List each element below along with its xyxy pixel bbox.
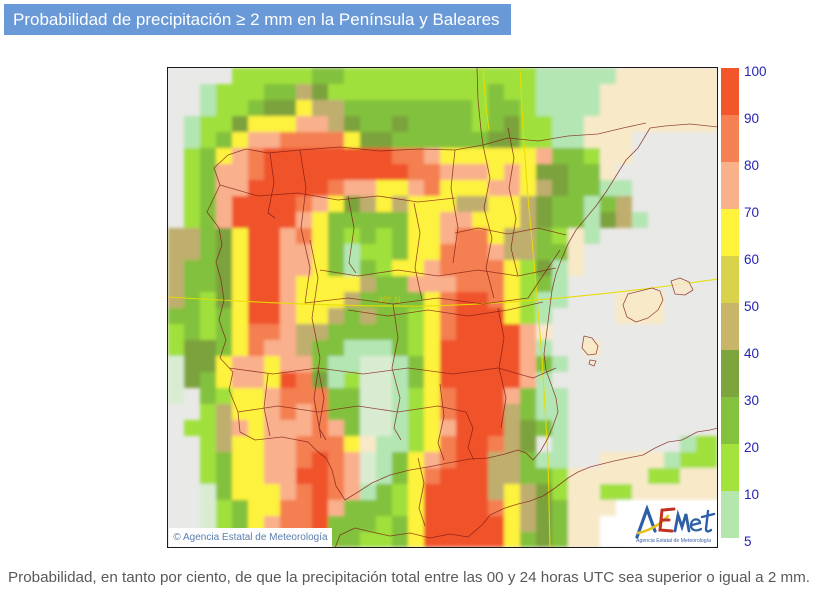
svg-text:Agencia Estatal de Meteorologí: Agencia Estatal de Meteorología bbox=[636, 538, 711, 544]
svg-text:40° N: 40° N bbox=[378, 295, 401, 305]
